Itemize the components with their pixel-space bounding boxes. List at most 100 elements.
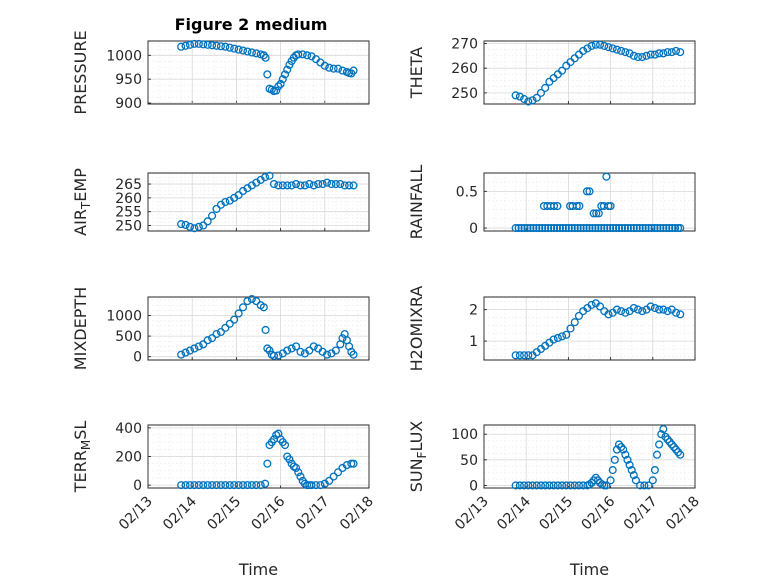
y-tick-label: 0.5 (456, 184, 478, 200)
data-point (638, 307, 647, 316)
subplot-rainfall: 0 0.5 RAINFALL (407, 165, 696, 239)
data-point (621, 48, 630, 57)
data-point (511, 224, 520, 233)
data-point (225, 43, 234, 52)
data-point (347, 459, 356, 468)
data-point (609, 224, 618, 233)
data-point (514, 224, 523, 233)
data-point (287, 344, 296, 353)
data-point (558, 66, 567, 75)
data-point (261, 53, 270, 62)
data-point (256, 481, 265, 490)
y-tick-label: 270 (451, 36, 478, 52)
data-point (272, 86, 281, 95)
data-point (309, 181, 318, 190)
data-point (243, 47, 252, 56)
y-axis-label: THETA (407, 47, 426, 99)
data-series (511, 299, 685, 360)
y-axis-label: TERRMSL (71, 421, 93, 494)
data-point (544, 224, 553, 233)
data-point (194, 222, 203, 231)
data-point (238, 481, 248, 490)
data-point (633, 305, 643, 314)
data-point (259, 51, 268, 60)
data-point (177, 220, 186, 229)
data-point (528, 481, 537, 490)
data-point (199, 340, 208, 349)
data-point (591, 224, 600, 233)
data-point (177, 350, 186, 359)
data-point (225, 481, 234, 490)
data-point (216, 327, 225, 337)
data-point (216, 481, 225, 490)
data-point (532, 224, 541, 233)
y-tick-label: 950 (115, 72, 142, 88)
data-point (349, 350, 358, 359)
data-point (541, 83, 550, 92)
data-point (524, 481, 533, 490)
x-tick-label: 02/14 (494, 493, 534, 533)
data-point (185, 481, 195, 490)
axis-frame (483, 40, 696, 105)
data-point (570, 224, 579, 233)
data-point (604, 310, 613, 319)
data-point (572, 201, 581, 211)
axis-frame (483, 296, 696, 361)
data-point (263, 70, 272, 79)
data-point (208, 211, 217, 220)
data-point (608, 44, 617, 53)
data-point (582, 187, 592, 196)
data-point (659, 305, 668, 314)
data-point (640, 481, 649, 490)
data-point (657, 430, 666, 439)
data-point (602, 172, 611, 181)
data-point (278, 181, 287, 190)
data-point (212, 41, 221, 50)
data-point (292, 179, 301, 189)
data-point (334, 64, 343, 73)
data-point (619, 445, 628, 454)
data-point (296, 472, 305, 481)
data-point (621, 308, 630, 317)
data-point (635, 224, 644, 233)
data-point (646, 302, 655, 311)
y-tick-label: 200 (115, 450, 142, 466)
data-point (629, 471, 638, 480)
data-point (336, 179, 345, 189)
data-point (265, 171, 274, 180)
data-point (595, 40, 605, 49)
data-point (230, 44, 239, 53)
data-point (631, 476, 640, 485)
data-point (221, 42, 230, 51)
data-point (283, 65, 292, 74)
data-point (570, 318, 579, 327)
data-point (199, 40, 208, 49)
data-point (329, 64, 338, 73)
data-point (199, 221, 208, 230)
y-axis-label: AIRTEMP (71, 168, 93, 236)
data-point (345, 181, 354, 190)
y-axis-label: MIXDEPTH (71, 287, 90, 370)
data-point (655, 305, 664, 314)
data-point (555, 224, 565, 233)
y-tick-label: 900 (115, 96, 142, 112)
data-point (234, 309, 243, 318)
data-point (511, 351, 520, 360)
data-point (656, 224, 665, 233)
data-point (603, 224, 612, 233)
y-tick-label: 500 (115, 329, 142, 345)
data-point (340, 181, 349, 190)
data-point (318, 179, 327, 189)
y-tick-label: 0 (133, 350, 142, 366)
y-tick-label: 265 (115, 177, 142, 193)
x-tick-label: 02/14 (160, 493, 200, 533)
data-point (606, 476, 615, 485)
data-point (331, 179, 340, 189)
data-point (562, 330, 571, 339)
data-point (646, 50, 655, 59)
data-point (655, 440, 664, 449)
subplot-terr-msl: 0 200 400 TERRMSL 02/13 02/14 02/15 02/16 02/17 0… (71, 421, 377, 579)
data-point (597, 224, 606, 233)
subplot-pressure: 900 950 1000 PRESSURE (71, 30, 370, 115)
